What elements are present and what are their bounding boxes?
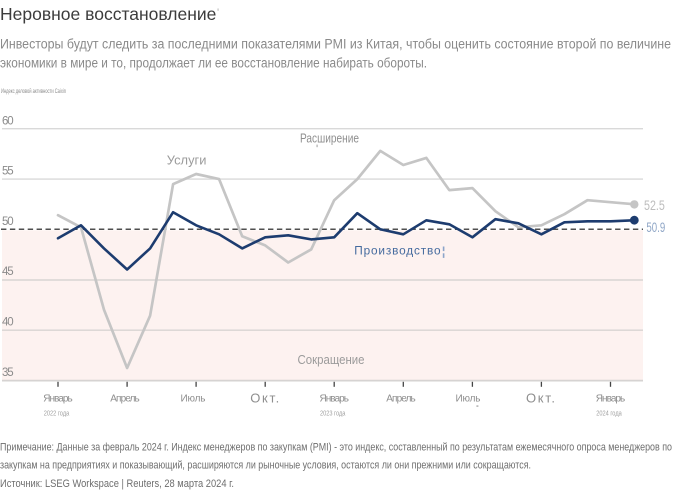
svg-text:Окт.: Окт. [250, 391, 279, 406]
svg-text:Источник: LSEG Workspace | Reu: Источник: LSEG Workspace | Reuters, 28 м… [0, 478, 234, 490]
svg-text:2022 года: 2022 года [44, 411, 70, 418]
svg-text:50.9: 50.9 [646, 220, 665, 235]
svg-text:Расширение: Расширение [300, 132, 359, 146]
svg-text:Апрель: Апрель [386, 394, 416, 405]
svg-text:Примечание: Данные за февраль: Примечание: Данные за февраль 2024 г. Ин… [0, 441, 672, 453]
svg-text:55: 55 [2, 166, 14, 178]
svg-text:60: 60 [2, 115, 14, 127]
svg-text:Услуги: Услуги [167, 153, 207, 168]
svg-text:Апрель: Апрель [110, 394, 140, 405]
svg-text:Июль: Июль [181, 394, 206, 405]
svg-text:Неровное восстановление: Неровное восстановление [0, 4, 216, 24]
svg-text:50: 50 [2, 216, 14, 228]
svg-text:Индекс деловой активности Caix: Индекс деловой активности Caixin [1, 87, 66, 95]
svg-text:экономики в мире и то, продолж: экономики в мире и то, продолжает ли ее … [0, 55, 427, 70]
svg-text:Январь: Январь [43, 394, 73, 405]
svg-text:45: 45 [2, 266, 14, 278]
svg-text:Инвесторы будут следить за пос: Инвесторы будут следить за последними по… [0, 36, 671, 51]
svg-text:52.5: 52.5 [644, 198, 665, 213]
svg-text:': ' [217, 7, 219, 19]
svg-text:2023 года: 2023 года [320, 411, 346, 418]
svg-text:Январь: Январь [596, 394, 626, 405]
svg-text:35: 35 [2, 367, 14, 379]
svg-text:Сокращение: Сокращение [298, 352, 365, 367]
svg-text:Окт.: Окт. [526, 391, 555, 406]
svg-text:Июль: Июль [456, 394, 481, 405]
svg-text:Производство: Производство [354, 243, 441, 257]
svg-text:закупкам на предприятиях и пок: закупкам на предприятиях и показывающий,… [0, 459, 531, 471]
svg-text:Январь: Январь [319, 394, 349, 405]
svg-text:40: 40 [2, 316, 14, 328]
svg-text:2024 года: 2024 года [596, 411, 622, 418]
